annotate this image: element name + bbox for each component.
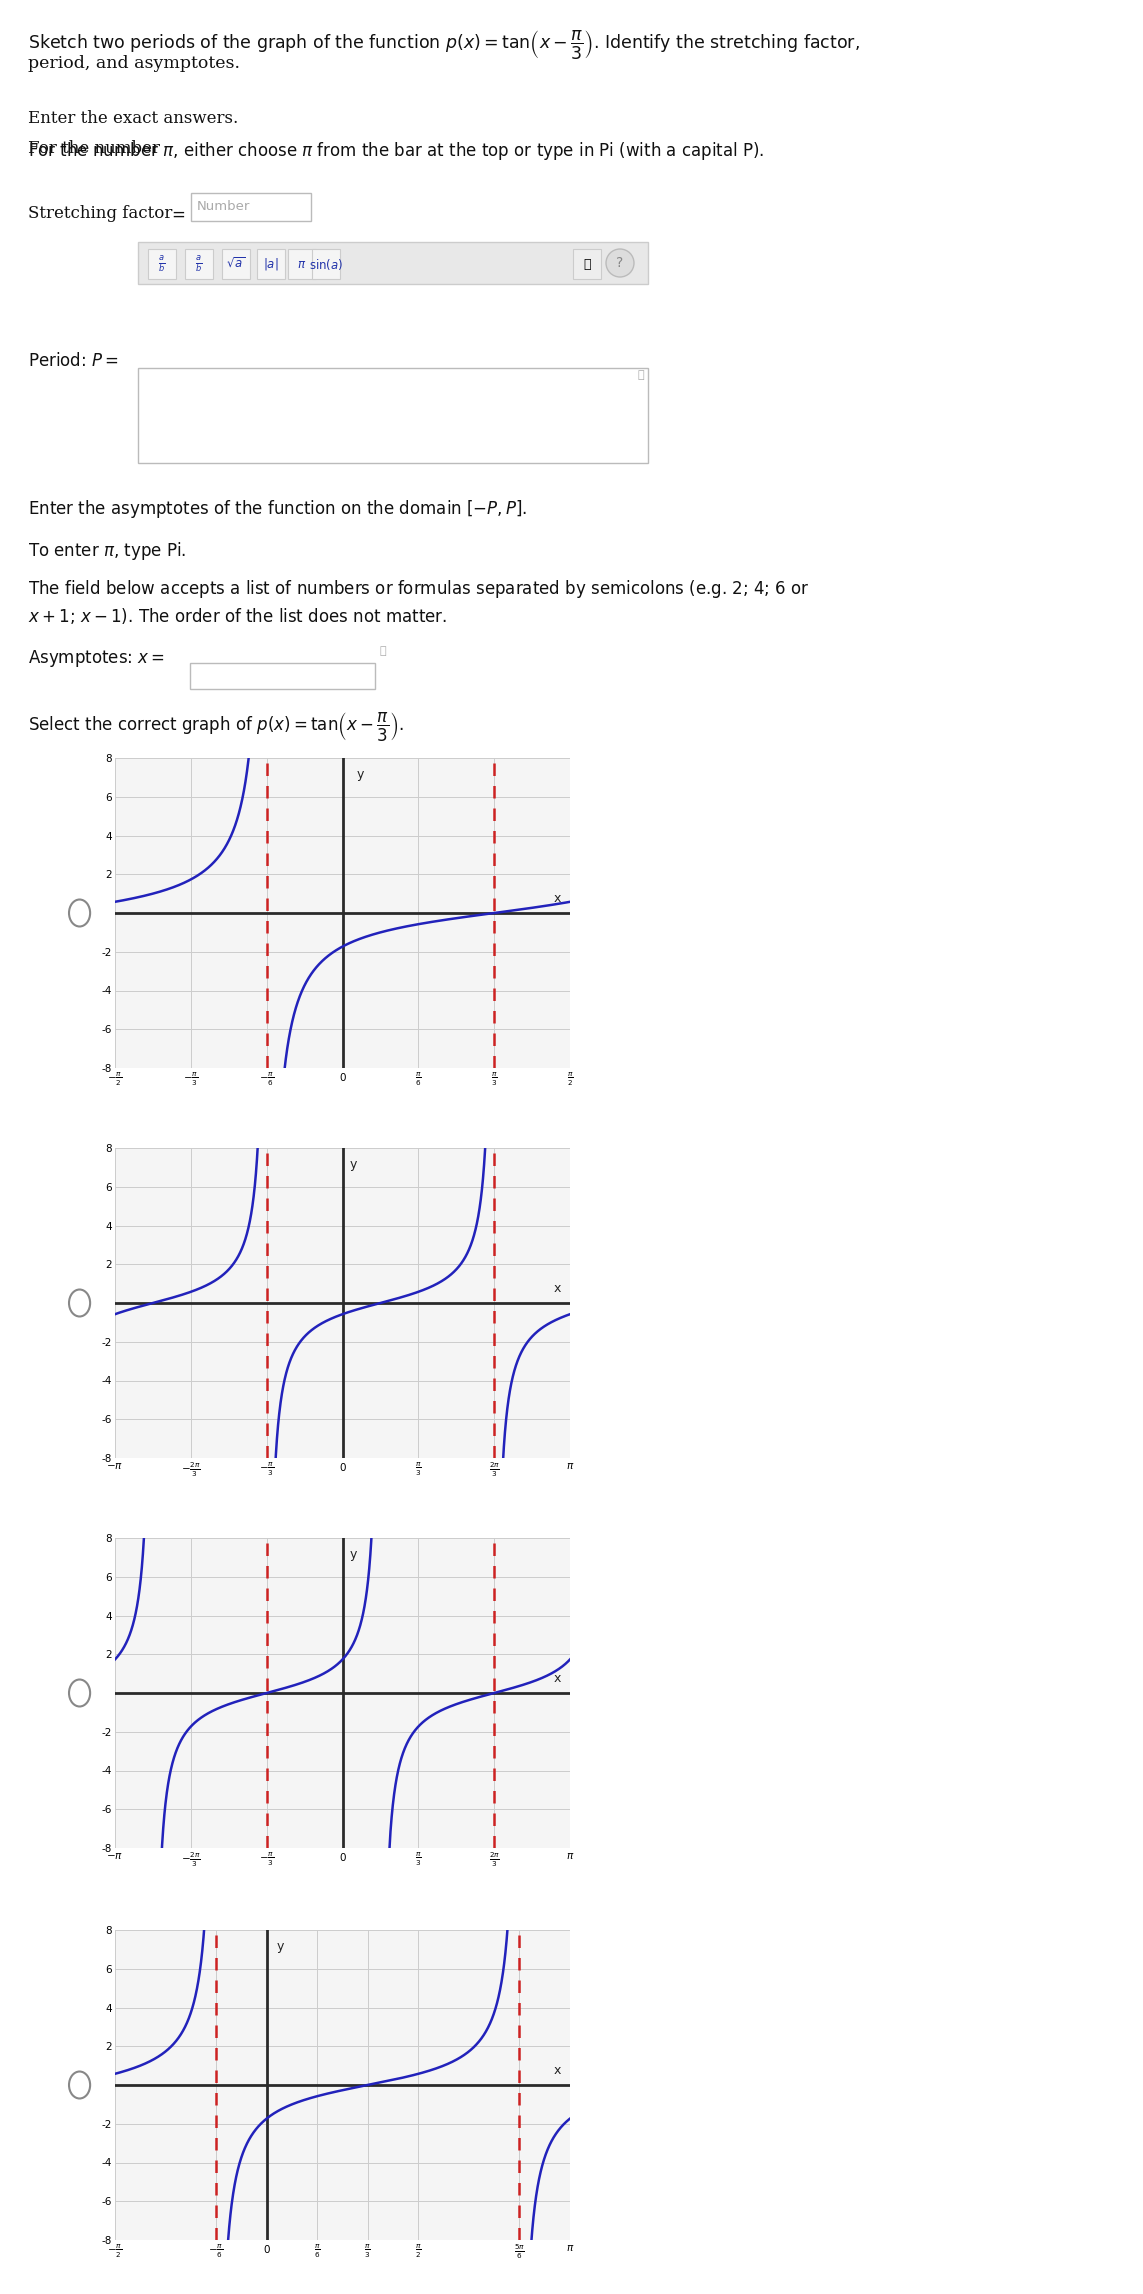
Bar — [222, 250, 250, 280]
Text: Asymptotes: $x =$: Asymptotes: $x =$ — [27, 647, 165, 670]
Text: $x+1$; $x-1$). The order of the list does not matter.: $x+1$; $x-1$). The order of the list doe… — [27, 606, 447, 626]
Text: 🗎: 🗎 — [379, 647, 385, 656]
Text: $\frac{a}{b}$: $\frac{a}{b}$ — [195, 255, 202, 273]
Bar — [312, 250, 339, 280]
Text: x: x — [553, 2065, 561, 2078]
Text: Enter the exact answers.: Enter the exact answers. — [27, 110, 238, 126]
Bar — [190, 663, 375, 688]
Bar — [185, 250, 213, 280]
Text: $\pi$: $\pi$ — [297, 257, 306, 271]
Text: Sketch two periods of the graph of the function $p(x) = \tan\!\left(x - \dfrac{\: Sketch two periods of the graph of the f… — [27, 28, 860, 62]
Text: y: y — [350, 1158, 357, 1170]
Bar — [257, 250, 285, 280]
FancyBboxPatch shape — [191, 193, 311, 220]
Text: Stretching factor: Stretching factor — [27, 204, 173, 223]
Bar — [573, 250, 601, 280]
Text: Enter the asymptotes of the function on the domain $[-P, P]$.: Enter the asymptotes of the function on … — [27, 498, 527, 521]
Bar — [288, 250, 315, 280]
Text: $=$: $=$ — [168, 204, 185, 223]
Text: x: x — [553, 1282, 561, 1296]
Text: 🗑: 🗑 — [583, 257, 591, 271]
Text: $\sqrt{a}$: $\sqrt{a}$ — [226, 257, 246, 271]
Text: ?: ? — [616, 257, 624, 271]
Text: x: x — [553, 892, 561, 906]
Text: $|a|$: $|a|$ — [263, 257, 279, 273]
Text: Period: $P =$: Period: $P =$ — [27, 351, 119, 369]
Text: To enter $\pi$, type Pi.: To enter $\pi$, type Pi. — [27, 539, 186, 562]
Text: 🗎: 🗎 — [638, 369, 644, 381]
Circle shape — [606, 250, 634, 278]
Text: For the number $\pi$, either choose $\pi$ from the bar at the top or type in Pi : For the number $\pi$, either choose $\pi… — [27, 140, 765, 163]
Text: y: y — [277, 1941, 283, 1952]
Bar — [138, 241, 648, 284]
Text: y: y — [350, 1548, 357, 1560]
Text: $\sin(a)$: $\sin(a)$ — [309, 257, 343, 271]
Text: Number: Number — [197, 200, 250, 213]
Text: x: x — [553, 1672, 561, 1686]
Text: Select the correct graph of $p(x) = \tan\!\left(x - \dfrac{\pi}{3}\right)$.: Select the correct graph of $p(x) = \tan… — [27, 711, 403, 743]
Text: period, and asymptotes.: period, and asymptotes. — [27, 55, 240, 71]
Bar — [138, 367, 648, 463]
Text: $\frac{a}{b}$: $\frac{a}{b}$ — [159, 255, 166, 273]
Text: For the number: For the number — [27, 140, 166, 156]
Text: The field below accepts a list of numbers or formulas separated by semicolons (e: The field below accepts a list of number… — [27, 578, 809, 601]
Bar — [147, 250, 176, 280]
Text: y: y — [357, 768, 365, 780]
